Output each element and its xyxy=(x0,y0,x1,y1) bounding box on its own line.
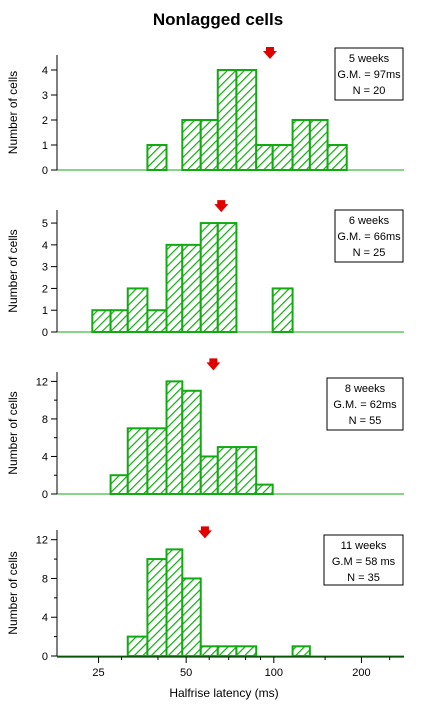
y-axis-label: Number of cells xyxy=(6,229,20,312)
histogram-bar xyxy=(146,144,168,171)
y-tick-label: 5 xyxy=(42,218,48,230)
y-axis-label: Number of cells xyxy=(6,551,20,634)
histogram-bar xyxy=(146,309,168,334)
histogram-bar xyxy=(291,645,311,657)
histogram-bar xyxy=(216,69,238,171)
y-tick-label: 4 xyxy=(42,451,48,463)
x-tick-label: 25 xyxy=(92,667,104,679)
histogram-bar xyxy=(181,389,202,495)
histogram-panel: 0 1 2 3 4 Number of cells 5 weeks G.M. = 97ms N … xyxy=(6,47,404,177)
y-tick-label: 0 xyxy=(42,489,48,501)
annotation-line: N = 35 xyxy=(347,572,380,584)
annotation-box xyxy=(323,534,404,586)
annotation-line: G.M. = 97ms xyxy=(337,69,401,81)
y-tick-label: 12 xyxy=(36,535,48,547)
histogram-bar xyxy=(255,483,274,496)
histogram-bar xyxy=(216,222,238,333)
histogram-bar xyxy=(146,427,168,495)
y-tick-label: 12 xyxy=(36,376,48,388)
histogram-bar xyxy=(271,144,294,171)
y-tick-label: 3 xyxy=(42,90,48,102)
histogram-panel: 0 1 2 3 4 5 Number of cells 6 weeks G.M. = 66ms N… xyxy=(6,200,404,339)
annotation-line: N = 20 xyxy=(353,85,386,97)
annotation-line: G.M. = 62ms xyxy=(333,399,397,411)
annotation-box xyxy=(334,47,404,101)
histogram-panel: 0 4 8 12 Number of cells 8 weeks G.M. = 62ms N … xyxy=(6,358,404,501)
y-axis-label: Number of cells xyxy=(6,71,20,154)
x-tick-label: 200 xyxy=(352,667,370,679)
geometric-mean-marker xyxy=(197,526,212,539)
annotation-line: G.M. = 66ms xyxy=(337,231,401,243)
x-axis-label: Halfrise latency (ms) xyxy=(169,686,278,700)
chart-title: Nonlagged cells xyxy=(153,10,283,29)
histogram-bar xyxy=(216,645,238,657)
histogram-bar xyxy=(126,635,149,657)
histogram-bar xyxy=(199,222,219,333)
histogram-bar xyxy=(326,144,348,171)
histogram-bar xyxy=(109,474,129,496)
histogram-bar xyxy=(291,119,311,171)
annotation-line: 6 weeks xyxy=(349,215,390,227)
y-tick-label: 0 xyxy=(42,651,48,663)
annotation-line: G.M = 58 ms xyxy=(332,556,396,568)
histogram-bar xyxy=(181,119,202,171)
y-tick-label: 2 xyxy=(42,283,48,295)
histogram-bar xyxy=(109,309,129,334)
annotation-line: 11 weeks xyxy=(341,540,387,552)
y-tick-label: 8 xyxy=(42,573,48,585)
histogram-bar xyxy=(126,287,149,333)
histogram-bar xyxy=(271,287,294,333)
annotation-line: 8 weeks xyxy=(345,383,386,395)
histogram-bar xyxy=(181,243,202,334)
x-tick-label: 50 xyxy=(180,667,192,679)
histogram-bar xyxy=(165,548,184,658)
y-tick-label: 4 xyxy=(42,240,48,252)
y-tick-label: 8 xyxy=(42,414,48,426)
geometric-mean-marker xyxy=(206,358,221,371)
histogram-bar xyxy=(181,577,202,658)
histogram-bar xyxy=(235,69,258,171)
histogram-panel: 0 4 8 12 Number of cells 11 weeks G.M = 58 ms N… xyxy=(6,526,404,679)
annotation-line: N = 55 xyxy=(349,415,382,427)
y-tick-label: 1 xyxy=(42,305,48,317)
histogram-bar xyxy=(146,558,168,657)
y-tick-label: 4 xyxy=(42,612,48,624)
geometric-mean-marker xyxy=(262,47,277,59)
histogram-bar xyxy=(199,645,219,657)
annotation-line: 5 weeks xyxy=(349,53,390,65)
y-tick-label: 1 xyxy=(42,140,48,152)
y-tick-label: 2 xyxy=(42,115,48,127)
histogram-bar xyxy=(165,243,184,334)
y-tick-label: 0 xyxy=(42,165,48,177)
histogram-bar xyxy=(199,455,219,496)
histogram-bar xyxy=(216,446,238,496)
histogram-bar xyxy=(199,119,219,171)
histogram-bar xyxy=(165,380,184,495)
histogram-bar xyxy=(235,645,258,657)
annotation-box xyxy=(334,209,404,263)
geometric-mean-marker xyxy=(214,200,229,213)
y-tick-label: 4 xyxy=(42,65,48,77)
histogram-bar xyxy=(235,446,258,496)
histogram-bar xyxy=(126,427,149,495)
histogram-bar xyxy=(255,144,274,171)
y-tick-label: 3 xyxy=(42,262,48,274)
annotation-box xyxy=(326,377,404,431)
annotation-line: N = 25 xyxy=(353,247,386,259)
x-tick-label: 100 xyxy=(265,667,283,679)
y-axis-label: Number of cells xyxy=(6,391,20,474)
histogram-bar xyxy=(91,309,112,334)
histogram-bar xyxy=(308,119,329,171)
y-tick-label: 0 xyxy=(42,327,48,339)
